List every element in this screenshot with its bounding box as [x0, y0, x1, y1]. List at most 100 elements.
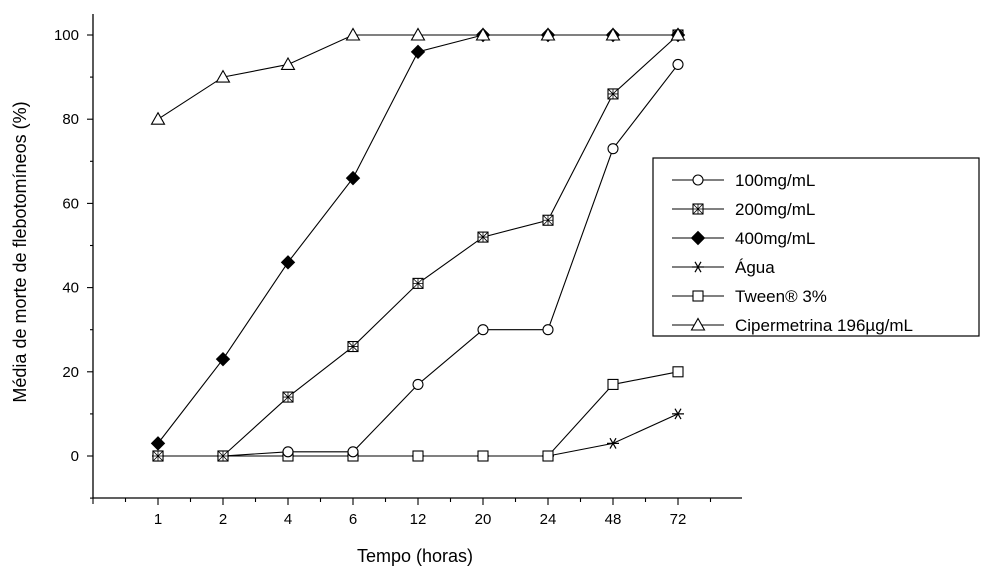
x-tick-label: 20: [475, 511, 492, 528]
x-tick-label: 72: [670, 511, 687, 528]
data-point: [672, 58, 684, 71]
data-point: [282, 391, 294, 403]
legend-label: Cipermetrina 196µg/mL: [735, 316, 913, 335]
marker-diamond: [150, 436, 166, 451]
marker-circle: [412, 378, 424, 390]
marker-circle: [542, 324, 554, 336]
data-point: [345, 27, 361, 41]
marker-cross: [542, 214, 554, 226]
marker-diamond: [690, 230, 706, 246]
x-tick-label: 24: [540, 511, 557, 528]
data-point: [412, 378, 424, 390]
data-point: [215, 69, 231, 83]
marker-triangle: [475, 27, 491, 41]
legend-label: 200mg/mL: [735, 200, 815, 219]
x-tick-label: 4: [284, 511, 292, 528]
data-point: [345, 170, 361, 186]
legend-item: Tween® 3%: [672, 287, 827, 306]
data-point: [542, 324, 554, 336]
marker-triangle: [670, 27, 686, 41]
marker-triangle: [280, 56, 296, 71]
data-point: [542, 214, 554, 226]
data-point: [412, 277, 424, 289]
marker-asterisk: [607, 437, 619, 449]
data-point: [280, 255, 296, 270]
marker-asterisk: [692, 261, 704, 273]
data-point: [477, 450, 489, 462]
data-point: [477, 324, 489, 336]
data-point: [150, 436, 166, 451]
legend-item: 100mg/mL: [672, 171, 815, 190]
marker-triangle: [150, 111, 166, 125]
marker-cross: [282, 391, 294, 403]
marker-circle: [347, 446, 359, 458]
marker-diamond: [280, 255, 296, 270]
y-tick-label: 80: [62, 111, 79, 128]
series-5: [150, 27, 686, 125]
data-point: [215, 351, 231, 367]
data-point: [152, 450, 164, 462]
legend-marker: [690, 230, 706, 246]
data-point: [475, 27, 491, 41]
series-layer: [150, 27, 686, 462]
x-tick-label: 6: [349, 511, 357, 528]
x-tick-label: 1: [154, 511, 162, 528]
marker-cross: [477, 231, 489, 243]
marker-cross: [217, 450, 229, 462]
data-point: [347, 446, 359, 458]
series-line: [158, 34, 679, 457]
marker-triangle: [690, 317, 706, 331]
marker-circle: [672, 58, 684, 71]
data-point: [282, 446, 294, 458]
legend-marker: [692, 261, 704, 273]
y-tick-label: 0: [71, 448, 79, 465]
series-0: [152, 58, 684, 462]
legend: 100mg/mL 200mg/mL 400mg/mL Água Tween® 3% Cip…: [652, 157, 980, 337]
x-tick-label: 48: [605, 511, 622, 528]
x-tick-label: 12: [410, 511, 427, 528]
marker-diamond: [345, 170, 361, 186]
legend-item: 400mg/mL: [672, 229, 815, 248]
marker-cross: [412, 278, 424, 289]
y-tick-label: 20: [62, 364, 79, 381]
marker-triangle: [215, 69, 231, 83]
series-line: [158, 413, 679, 457]
data-point: [412, 450, 424, 462]
data-point: [280, 56, 296, 71]
y-tick-label: 100: [54, 27, 79, 44]
data-point: [605, 27, 621, 41]
marker-cross: [152, 450, 164, 462]
marker-diamond: [410, 44, 426, 60]
data-point: [540, 27, 556, 41]
marker-triangle: [540, 27, 556, 41]
legend-label: Tween® 3%: [735, 287, 827, 306]
marker-square: [412, 450, 424, 462]
x-tick-label: 2: [219, 511, 227, 528]
data-point: [607, 143, 619, 155]
data-point: [542, 450, 554, 462]
marker-square: [672, 366, 684, 378]
marker-triangle: [345, 27, 361, 41]
data-point: [410, 44, 426, 60]
legend-marker: [692, 203, 704, 215]
legend-label: Água: [735, 258, 775, 277]
data-point: [607, 88, 619, 100]
marker-triangle: [410, 27, 426, 41]
legend-label: 400mg/mL: [735, 229, 815, 248]
legend-marker: [692, 174, 704, 186]
marker-cross: [347, 341, 359, 352]
marker-circle: [692, 174, 704, 186]
data-point: [607, 378, 619, 390]
marker-square: [477, 450, 489, 462]
series-1: [152, 29, 684, 462]
marker-square: [692, 290, 704, 302]
marker-diamond: [215, 351, 231, 367]
data-point: [347, 340, 359, 353]
y-axis-title: Média de morte de flebotomíneos (%): [10, 101, 30, 402]
data-point: [410, 27, 426, 41]
y-tick-label: 40: [62, 280, 79, 297]
marker-cross: [607, 88, 619, 100]
legend-label: 100mg/mL: [735, 171, 815, 190]
